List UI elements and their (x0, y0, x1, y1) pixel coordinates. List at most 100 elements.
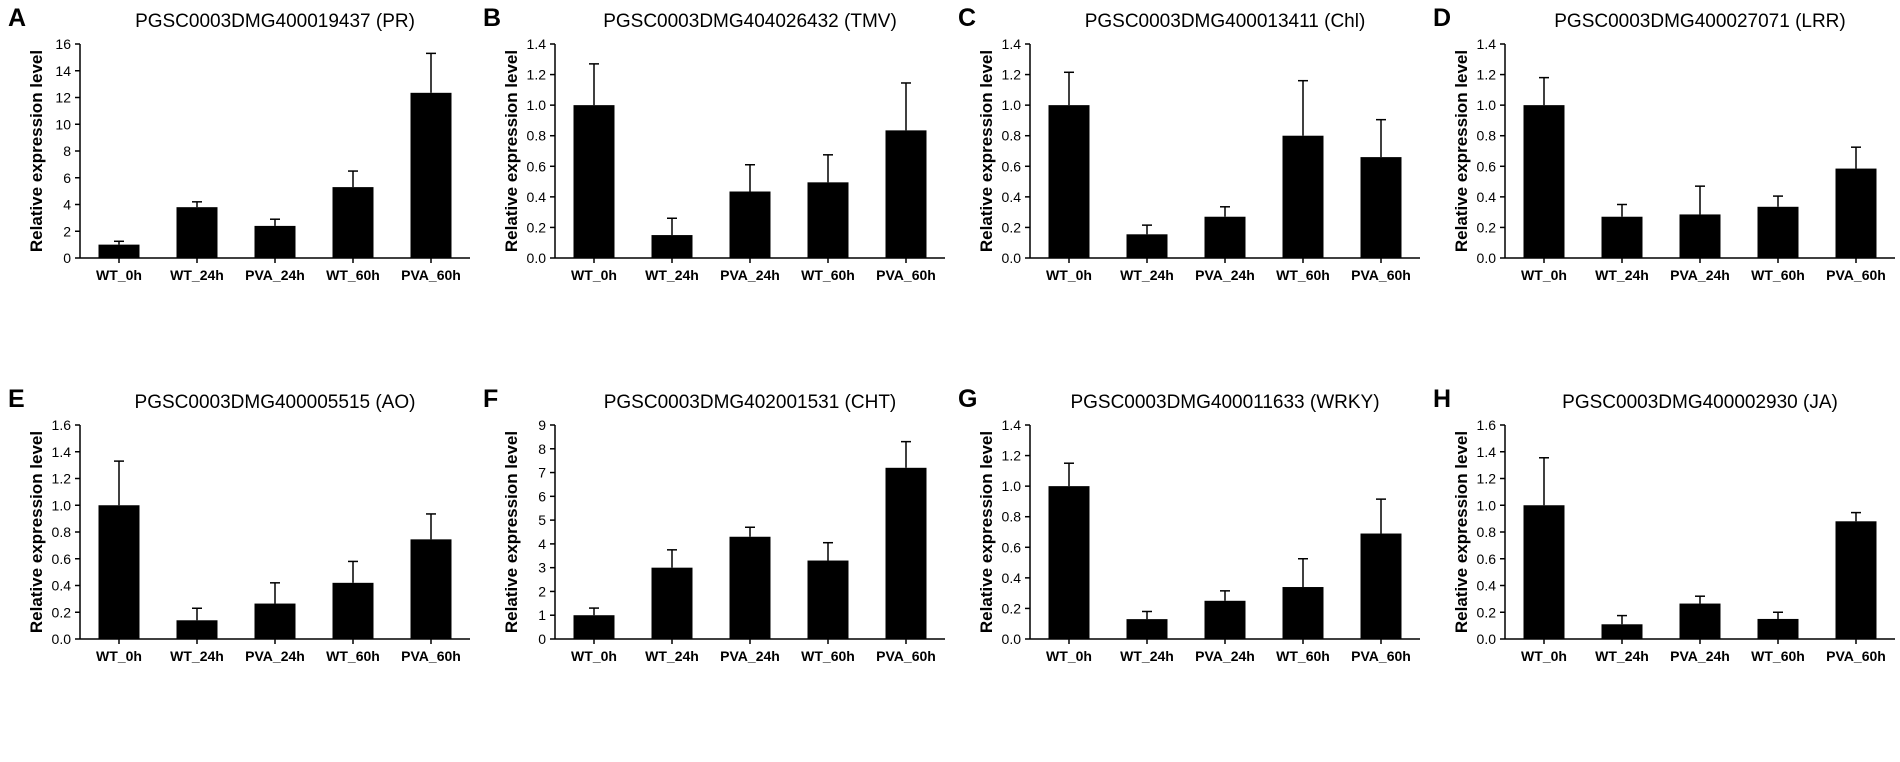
y-tick-label: 7 (538, 465, 546, 481)
y-tick-label: 4 (63, 197, 71, 213)
panel-letter: D (1433, 4, 1451, 32)
y-tick-label: 0.0 (1002, 631, 1022, 647)
y-tick-label: 8 (538, 441, 546, 457)
y-tick-label: 12 (55, 90, 71, 106)
bar (885, 130, 927, 258)
panel-letter: E (8, 385, 25, 413)
y-tick-label: 0.4 (1477, 578, 1497, 594)
bar (410, 539, 452, 639)
bar (176, 620, 218, 639)
bar (1282, 135, 1324, 258)
y-tick-label: 0.4 (1002, 570, 1022, 586)
panel-letter: C (958, 4, 976, 32)
bar (1048, 486, 1090, 639)
chart-title: PGSC0003DMG402001531 (CHT) (604, 392, 897, 413)
bar (1523, 105, 1565, 259)
x-tick-label: WT_60h (1276, 648, 1330, 664)
bar (254, 603, 296, 639)
y-tick-label: 0.8 (527, 128, 547, 144)
x-tick-label: PVA_24h (245, 267, 305, 283)
y-tick-label: 0.0 (1002, 250, 1022, 266)
x-tick-label: WT_24h (1595, 267, 1649, 283)
y-tick-label: 0.0 (1477, 631, 1497, 647)
y-tick-label: 0.8 (1002, 509, 1022, 525)
bar (807, 560, 849, 639)
x-tick-label: WT_24h (1595, 648, 1649, 664)
y-tick-label: 0.2 (527, 219, 547, 235)
chart-svg: A PGSC0003DMG400019437 (PR) Relative expre… (8, 4, 470, 283)
x-tick-label: WT_24h (645, 648, 699, 664)
bar (1601, 624, 1643, 639)
y-tick-label: 9 (538, 417, 546, 433)
y-tick-label: 0.2 (1002, 600, 1022, 616)
chart-svg: C PGSC0003DMG400013411 (Chl) Relative expr… (958, 4, 1420, 283)
bar (1126, 234, 1168, 258)
x-tick-label: PVA_60h (1826, 648, 1886, 664)
x-tick-label: PVA_60h (1351, 267, 1411, 283)
bar (1757, 618, 1799, 639)
y-tick-label: 0.2 (52, 604, 72, 620)
x-tick-label: WT_0h (1521, 648, 1567, 664)
chart-panel-c: C PGSC0003DMG400013411 (Chl) Relative expr… (950, 0, 1425, 381)
chart-svg: H PGSC0003DMG400002930 (JA) Relative expre… (1433, 385, 1895, 664)
y-tick-label: 0.2 (1002, 219, 1022, 235)
y-axis-label: Relative expression level (1452, 431, 1471, 633)
bar (573, 105, 615, 259)
x-tick-label: PVA_24h (1670, 648, 1730, 664)
bar (332, 187, 374, 258)
bar (1679, 603, 1721, 639)
x-tick-label: PVA_60h (876, 648, 936, 664)
x-tick-label: WT_24h (1120, 648, 1174, 664)
y-tick-label: 1 (538, 607, 546, 623)
x-tick-label: PVA_24h (1195, 648, 1255, 664)
y-tick-label: 0.0 (52, 631, 72, 647)
x-tick-label: WT_60h (801, 648, 855, 664)
y-tick-label: 1.2 (527, 67, 547, 83)
chart-svg: E PGSC0003DMG400005515 (AO) Relative expre… (8, 385, 470, 664)
y-tick-label: 0.0 (1477, 250, 1497, 266)
y-tick-label: 0.6 (1477, 158, 1497, 174)
y-tick-label: 1.6 (1477, 417, 1497, 433)
chart-title: PGSC0003DMG400002930 (JA) (1562, 392, 1838, 413)
bar (651, 567, 693, 639)
x-tick-label: WT_0h (571, 648, 617, 664)
chart-title: PGSC0003DMG400019437 (PR) (135, 11, 415, 32)
y-tick-label: 2 (538, 583, 546, 599)
panel-letter: F (483, 385, 498, 413)
bar (1204, 600, 1246, 639)
y-tick-label: 1.2 (1002, 67, 1022, 83)
x-tick-label: PVA_60h (401, 648, 461, 664)
y-tick-label: 0.6 (527, 158, 547, 174)
x-tick-label: PVA_60h (1826, 267, 1886, 283)
x-tick-label: PVA_24h (245, 648, 305, 664)
x-tick-label: PVA_24h (1195, 267, 1255, 283)
y-tick-label: 0.6 (1002, 158, 1022, 174)
bar (98, 505, 140, 639)
x-tick-label: PVA_60h (876, 267, 936, 283)
x-tick-label: WT_0h (571, 267, 617, 283)
y-tick-label: 0.2 (1477, 219, 1497, 235)
y-tick-label: 1.0 (1002, 97, 1022, 113)
bar (1204, 216, 1246, 258)
y-tick-label: 1.2 (1002, 448, 1022, 464)
chart-title: PGSC0003DMG404026432 (TMV) (603, 11, 897, 32)
x-tick-label: WT_60h (801, 267, 855, 283)
panel-letter: A (8, 4, 26, 32)
y-tick-label: 14 (55, 63, 71, 79)
y-tick-label: 1.0 (1002, 478, 1022, 494)
y-tick-label: 0.6 (1002, 539, 1022, 555)
x-tick-label: WT_0h (1046, 267, 1092, 283)
x-tick-label: WT_24h (1120, 267, 1174, 283)
bar (807, 182, 849, 258)
y-tick-label: 1.4 (1002, 417, 1022, 433)
bar (1757, 206, 1799, 258)
y-tick-label: 0.6 (52, 551, 72, 567)
bar (885, 467, 927, 639)
bar (1601, 216, 1643, 258)
y-tick-label: 1.2 (52, 471, 72, 487)
y-tick-label: 3 (538, 560, 546, 576)
y-tick-label: 0.4 (1002, 189, 1022, 205)
chart-title: PGSC0003DMG400011633 (WRKY) (1070, 392, 1379, 413)
y-tick-label: 5 (538, 512, 546, 528)
y-tick-label: 16 (55, 36, 71, 52)
